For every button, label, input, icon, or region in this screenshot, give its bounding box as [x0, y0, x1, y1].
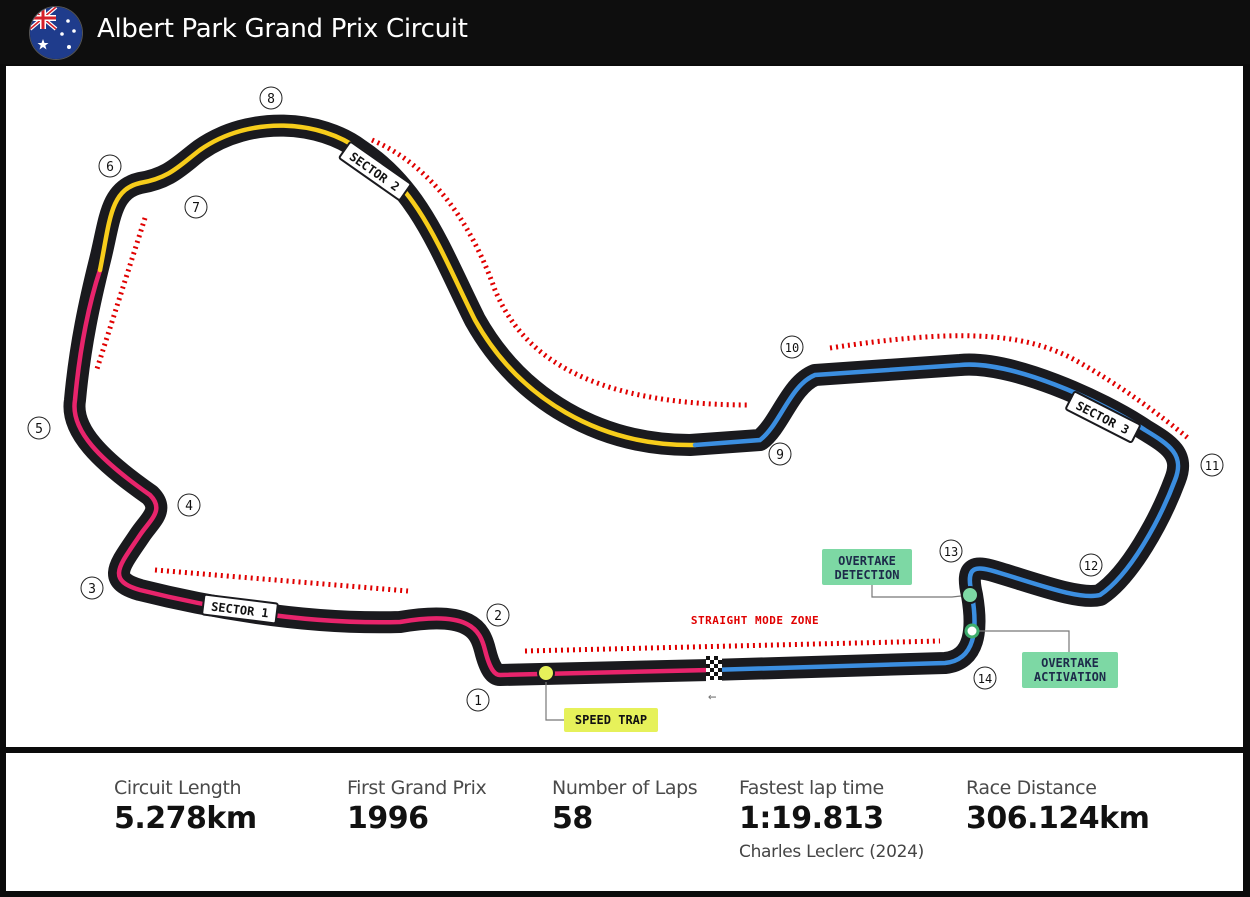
turn-markers: 1 2 3 4 5 6 7 8 9 10 11 12 13 14 — [27, 86, 1224, 712]
circuit-map: ← SECTOR 1 SECTOR 2 SECTOR 3 1 2 3 4 5 6… — [27, 86, 1224, 732]
turn-1-marker: 1 — [466, 688, 490, 712]
turn-3-marker: 3 — [80, 576, 104, 600]
detection-point-marker — [961, 586, 979, 604]
stat-value: 306.124km — [966, 801, 1150, 836]
svg-text:3: 3 — [88, 582, 96, 597]
speed-trap-marker — [537, 664, 555, 682]
svg-text:DETECTION: DETECTION — [834, 568, 899, 582]
direction-arrow-icon: ← — [708, 689, 716, 705]
svg-text:14: 14 — [978, 672, 992, 686]
svg-text:11: 11 — [1205, 459, 1219, 473]
straight-mode-markers — [93, 137, 1190, 654]
svg-text:6: 6 — [106, 160, 114, 175]
stat-race-distance: Race Distance 306.124km — [966, 777, 1150, 836]
turn-2-marker: 2 — [486, 603, 510, 627]
stat-label: Number of Laps — [552, 777, 698, 799]
circuit-stats-panel: Circuit Length 5.278km First Grand Prix … — [6, 753, 1243, 891]
header-bar: Albert Park Grand Prix Circuit — [0, 0, 1250, 64]
straight-mode-zone-label: STRAIGHT MODE ZONE — [691, 614, 819, 627]
turn-11-marker: 11 — [1200, 453, 1224, 477]
sector-3-line — [692, 362, 1181, 673]
svg-text:7: 7 — [192, 201, 200, 216]
stat-number-of-laps: Number of Laps 58 — [552, 777, 698, 836]
turn-14-marker: 14 — [973, 666, 997, 690]
speed-trap: SPEED TRAP — [537, 664, 658, 732]
svg-text:13: 13 — [944, 545, 958, 559]
stat-value: 5.278km — [114, 801, 257, 836]
australia-flag-icon — [30, 7, 82, 59]
svg-text:ACTIVATION: ACTIVATION — [1034, 670, 1106, 684]
svg-text:SECTOR 1: SECTOR 1 — [210, 600, 269, 621]
stat-label: Race Distance — [966, 777, 1097, 799]
turn-6-marker: 6 — [98, 154, 122, 178]
stat-label: First Grand Prix — [347, 777, 487, 799]
turn-12-marker: 12 — [1079, 553, 1103, 577]
overtake-activation: OVERTAKE ACTIVATION — [964, 623, 1118, 688]
stat-value: 1996 — [347, 801, 429, 836]
svg-text:OVERTAKE: OVERTAKE — [838, 554, 896, 568]
start-finish-line: ← — [706, 656, 722, 705]
svg-text:8: 8 — [267, 92, 275, 107]
speed-trap-label: SPEED TRAP — [575, 713, 647, 727]
stat-fastest-lap: Fastest lap time 1:19.813 Charles Lecler… — [739, 777, 924, 862]
turn-9-marker: 9 — [768, 442, 792, 466]
svg-text:4: 4 — [185, 499, 193, 514]
stat-value: 58 — [552, 801, 593, 836]
stat-label: Fastest lap time — [739, 777, 884, 799]
stat-first-grand-prix: First Grand Prix 1996 — [347, 777, 487, 836]
stat-label: Circuit Length — [114, 777, 242, 799]
svg-text:2: 2 — [494, 609, 502, 624]
svg-text:1: 1 — [474, 694, 482, 709]
fastest-lap-holder: Charles Leclerc (2024) — [739, 842, 924, 862]
turn-4-marker: 4 — [177, 493, 201, 517]
turn-13-marker: 13 — [939, 539, 963, 563]
circuit-map-panel: ← SECTOR 1 SECTOR 2 SECTOR 3 1 2 3 4 5 6… — [6, 66, 1243, 747]
turn-10-marker: 10 — [780, 335, 804, 359]
turn-5-marker: 5 — [27, 416, 51, 440]
sector-1-label: SECTOR 1 — [201, 593, 279, 625]
overtake-detection: OVERTAKE DETECTION — [822, 549, 979, 604]
svg-text:10: 10 — [785, 341, 799, 355]
svg-text:5: 5 — [35, 422, 43, 437]
page-title: Albert Park Grand Prix Circuit — [97, 14, 468, 44]
activation-point-marker — [964, 623, 980, 639]
turn-7-marker: 7 — [184, 195, 208, 219]
track-outline — [63, 114, 1190, 686]
stat-value: 1:19.813 — [739, 801, 884, 836]
svg-text:9: 9 — [776, 448, 784, 463]
turn-8-marker: 8 — [259, 86, 283, 110]
svg-text:OVERTAKE: OVERTAKE — [1041, 656, 1099, 670]
svg-text:12: 12 — [1084, 559, 1098, 573]
sector-1-line — [72, 267, 713, 678]
stat-circuit-length: Circuit Length 5.278km — [114, 777, 257, 836]
